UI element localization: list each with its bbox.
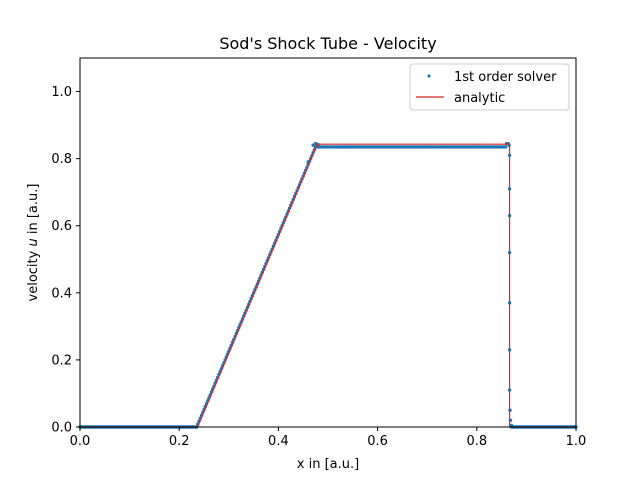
x-tick-label: 0.6 — [367, 434, 388, 449]
x-tick-label: 0.0 — [70, 434, 91, 449]
x-axis-label: x in [a.u.] — [297, 457, 359, 472]
legend: 1st order solver analytic — [409, 63, 570, 111]
y-tick-label: 0.8 — [51, 152, 72, 167]
x-tick-label: 0.8 — [466, 434, 487, 449]
y-tick-label: 0.4 — [51, 286, 72, 301]
x-tick-label: 0.4 — [268, 434, 289, 449]
legend-solver-label: 1st order solver — [454, 70, 557, 85]
y-axis-label-suffix: in [a.u.] — [26, 184, 41, 239]
y-axis-label-prefix: velocity — [26, 247, 41, 302]
x-tick-label: 1.0 — [566, 434, 587, 449]
x-axis: 0.0 0.2 0.4 0.6 0.8 1.0 — [70, 427, 587, 449]
solver-point — [503, 145, 508, 149]
chart-title: Sod's Shock Tube - Velocity — [219, 34, 436, 53]
y-tick-label: 1.0 — [51, 85, 72, 100]
legend-solver-marker — [427, 74, 431, 78]
legend-box — [409, 63, 570, 111]
analytic-line — [80, 143, 576, 428]
y-axis-label: velocity u in [a.u.] — [26, 184, 41, 302]
plot-area — [78, 141, 578, 429]
solver-point — [509, 423, 514, 428]
y-tick-label: 0.6 — [51, 219, 72, 234]
y-tick-label: 0.2 — [51, 353, 72, 368]
y-tick-label: 0.0 — [51, 421, 72, 436]
y-axis-label-variable: u — [26, 238, 41, 246]
legend-analytic-label: analytic — [454, 91, 505, 106]
solver-point — [311, 143, 315, 147]
y-axis: 0.0 0.2 0.4 0.6 0.8 1.0 — [51, 85, 80, 436]
x-tick-label: 0.2 — [169, 434, 190, 449]
plot-frame — [79, 57, 577, 428]
